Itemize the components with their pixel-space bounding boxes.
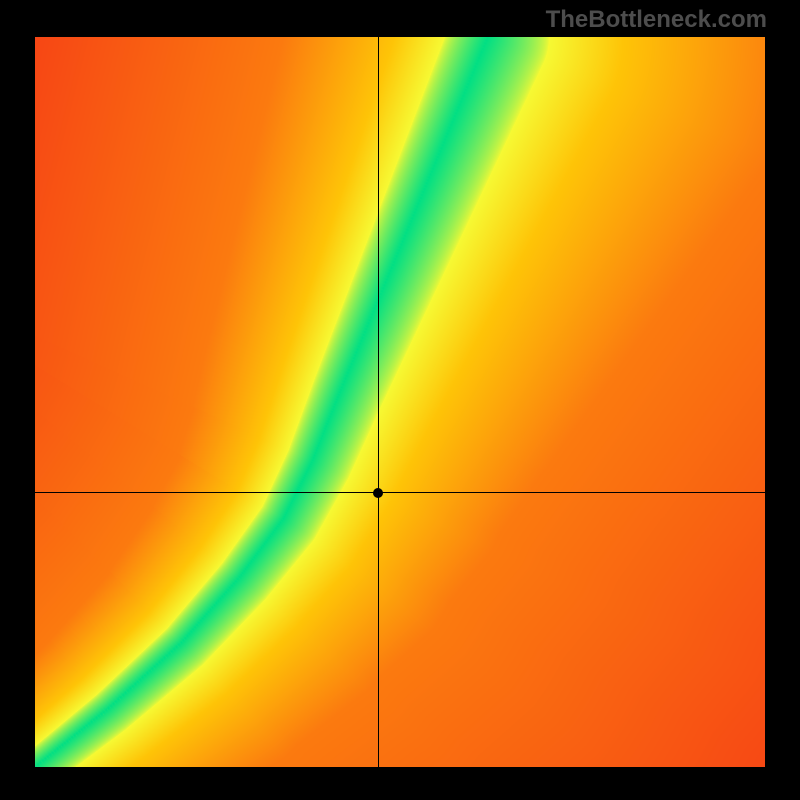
- plot-area: [35, 37, 765, 767]
- crosshair-horizontal: [35, 492, 765, 493]
- bottleneck-heatmap: [35, 37, 765, 767]
- crosshair-dot: [373, 488, 383, 498]
- crosshair-vertical: [378, 37, 379, 767]
- watermark-text: TheBottleneck.com: [546, 6, 767, 34]
